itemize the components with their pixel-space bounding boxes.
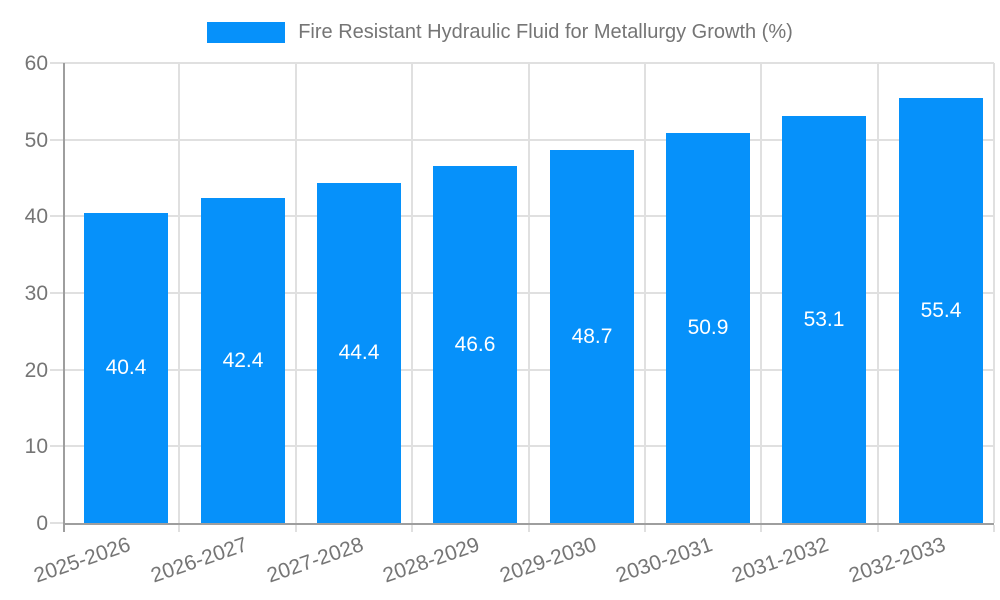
y-axis-tick bbox=[50, 138, 63, 141]
x-axis-tick bbox=[644, 525, 646, 532]
y-axis-tick bbox=[50, 368, 63, 371]
bar-value-label: 48.7 bbox=[571, 324, 613, 348]
x-axis-tick bbox=[993, 525, 995, 532]
bar-value-label: 53.1 bbox=[803, 307, 845, 331]
y-axis-tick-label: 60 bbox=[24, 52, 48, 75]
bar-value-label: 46.6 bbox=[454, 332, 496, 356]
y-axis-tick bbox=[50, 62, 63, 64]
bar: 48.7 bbox=[550, 150, 634, 523]
bar-value-label: 40.4 bbox=[105, 356, 147, 379]
bar-value-label: 42.4 bbox=[222, 348, 264, 372]
bar-value-label: 55.4 bbox=[920, 298, 962, 322]
bar: 44.4 bbox=[317, 183, 401, 523]
gridline-vertical bbox=[411, 63, 413, 523]
y-axis bbox=[63, 63, 65, 532]
gridline-vertical bbox=[295, 63, 297, 523]
gridline-vertical bbox=[760, 63, 762, 523]
y-axis-tick bbox=[50, 445, 63, 448]
gridline-vertical bbox=[178, 63, 180, 523]
chart-title: Fire Resistant Hydraulic Fluid for Metal… bbox=[298, 21, 793, 43]
bar: 50.9 bbox=[666, 133, 750, 523]
gridline-vertical bbox=[993, 63, 995, 523]
y-axis-tick-label: 20 bbox=[24, 358, 48, 382]
y-axis-tick-label: 10 bbox=[24, 435, 48, 459]
plot-area: 0 10 20 30 40 50 60 40.4 42.4 44.4 46.6 48.7 50.9 53.… bbox=[25, 53, 995, 587]
x-axis-tick bbox=[760, 525, 762, 532]
gridline-vertical bbox=[644, 63, 646, 523]
bar-value-label: 44.4 bbox=[338, 341, 380, 364]
legend: Fire Resistant Hydraulic Fluid for Metal… bbox=[0, 21, 1000, 44]
bar: 55.4 bbox=[899, 98, 983, 523]
gridline-vertical bbox=[528, 63, 530, 523]
y-axis-tick bbox=[50, 215, 63, 218]
legend-color-swatch bbox=[207, 22, 286, 43]
bar-value-label: 50.9 bbox=[687, 316, 729, 339]
x-axis-tick bbox=[178, 525, 180, 532]
y-axis-tick-label: 0 bbox=[36, 512, 48, 535]
y-axis-tick-label: 40 bbox=[24, 205, 48, 229]
bar: 53.1 bbox=[782, 116, 866, 523]
x-axis-tick bbox=[528, 525, 530, 532]
y-axis-tick bbox=[50, 292, 63, 294]
bar: 40.4 bbox=[84, 213, 168, 523]
y-axis-tick-label: 50 bbox=[24, 128, 48, 152]
x-axis-tick bbox=[411, 525, 413, 532]
bar: 46.6 bbox=[433, 166, 517, 523]
gridline-vertical bbox=[877, 63, 879, 523]
legend-item[interactable]: Fire Resistant Hydraulic Fluid for Metal… bbox=[207, 21, 793, 44]
x-axis bbox=[63, 523, 994, 525]
x-axis-tick bbox=[877, 525, 879, 532]
x-axis-tick bbox=[295, 525, 297, 532]
y-axis-tick bbox=[50, 522, 63, 524]
y-axis-tick-label: 30 bbox=[24, 282, 48, 305]
bar: 42.4 bbox=[201, 198, 285, 523]
